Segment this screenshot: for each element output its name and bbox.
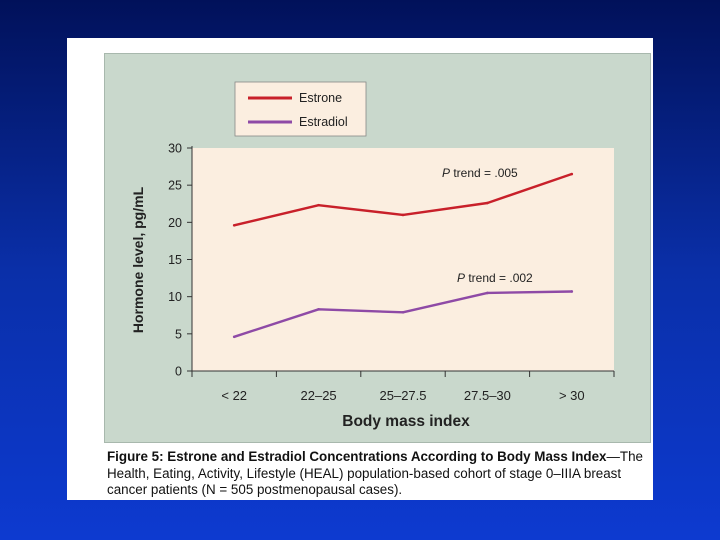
slide-card: Estrone Estradiol 0 5 10 15 20 25 30 < 22 22–25… bbox=[67, 38, 653, 500]
y-tick-label-6: 30 bbox=[168, 142, 182, 156]
data-point-estradiol-4 bbox=[570, 290, 574, 293]
data-point-estradiol-1 bbox=[317, 308, 320, 311]
data-point-estrone-1 bbox=[317, 203, 320, 207]
line-chart: Estrone Estradiol 0 5 10 15 20 25 30 < 22 22–25… bbox=[130, 81, 615, 430]
y-axis-label: Hormone level, pg/mL bbox=[130, 186, 146, 333]
y-tick-label-1: 5 bbox=[175, 327, 182, 341]
x-axis: < 22 22–25 25–27.5 27.5–30 > 30 bbox=[191, 370, 615, 403]
annotation-estrone-text: trend = .005 bbox=[450, 166, 518, 180]
data-point-estradiol-0 bbox=[232, 335, 236, 339]
plot-area bbox=[192, 148, 614, 371]
x-tick-label-3: 27.5–30 bbox=[464, 388, 511, 403]
caption-text: —The Health, Eating, Activity, Lifestyle… bbox=[107, 449, 643, 497]
annotation-estradiol-text: trend = .002 bbox=[465, 271, 533, 285]
y-tick-label-2: 10 bbox=[168, 290, 182, 304]
x-tick-label-1: 22–25 bbox=[301, 388, 337, 403]
data-point-estrone-4 bbox=[570, 172, 574, 176]
legend-box bbox=[234, 81, 367, 137]
legend: Estrone Estradiol bbox=[234, 81, 367, 137]
x-tick-label-4: > 30 bbox=[559, 388, 585, 403]
data-point-estrone-2 bbox=[401, 213, 405, 217]
legend-label-estradiol: Estradiol bbox=[299, 115, 348, 129]
annotation-estrone-p: P bbox=[442, 166, 450, 180]
x-tick-label-0: < 22 bbox=[221, 388, 247, 403]
x-tick-label-2: 25–27.5 bbox=[380, 388, 427, 403]
annotation-estrone: P trend = .005 bbox=[442, 166, 518, 180]
y-tick-label-0: 0 bbox=[175, 365, 182, 379]
y-axis: 0 5 10 15 20 25 30 bbox=[168, 142, 193, 379]
y-tick-label-3: 15 bbox=[168, 253, 182, 267]
caption-title: Figure 5: Estrone and Estradiol Concentr… bbox=[107, 449, 607, 464]
annotation-estradiol-p: P bbox=[457, 271, 465, 285]
series-layer bbox=[232, 172, 574, 339]
data-point-estradiol-2 bbox=[401, 310, 405, 314]
annotation-estradiol: P trend = .002 bbox=[457, 271, 533, 285]
figure-caption: Figure 5: Estrone and Estradiol Concentr… bbox=[107, 449, 652, 499]
data-point-estrone-0 bbox=[232, 224, 236, 227]
data-point-estradiol-3 bbox=[486, 291, 489, 295]
y-tick-label-5: 25 bbox=[168, 179, 182, 193]
y-tick-label-4: 20 bbox=[168, 216, 182, 230]
legend-label-estrone: Estrone bbox=[299, 91, 342, 105]
x-axis-label: Body mass index bbox=[342, 413, 470, 430]
data-point-estrone-3 bbox=[486, 201, 489, 205]
